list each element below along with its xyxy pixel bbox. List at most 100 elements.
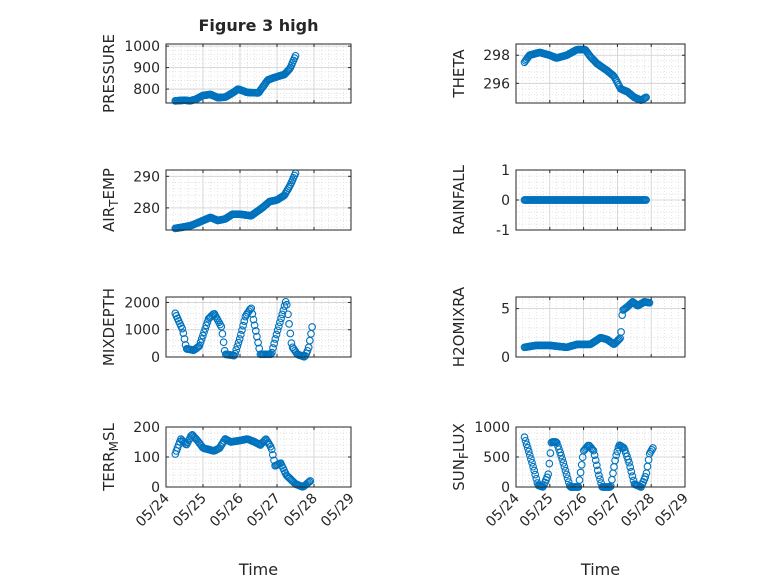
- data-point: [219, 338, 228, 347]
- data-point: [240, 317, 249, 325]
- y-axis-label: SUNFLUX: [450, 423, 471, 491]
- data-point: [642, 93, 650, 102]
- data-point: [259, 437, 268, 446]
- x-tick-label: 05/26: [207, 490, 247, 530]
- subplot-rainfall: -1 0 1 RAINFALL: [450, 163, 686, 239]
- data-point: [284, 184, 293, 193]
- data-point: [285, 65, 294, 74]
- data-point: [285, 320, 293, 328]
- data-point: [306, 477, 315, 485]
- x-tick-label: 05/29: [318, 491, 358, 531]
- y-tick-label: 1000: [124, 39, 160, 55]
- data-point: [274, 322, 283, 331]
- y-tick-label: 1000: [474, 420, 510, 436]
- y-tick-label: 800: [133, 82, 160, 98]
- data-point: [560, 462, 569, 471]
- x-tick-label: 05/24: [483, 490, 523, 530]
- axes-box: [165, 296, 352, 358]
- y-tick-label: 296: [483, 76, 510, 92]
- data-point: [521, 436, 530, 445]
- data-point: [592, 461, 601, 470]
- x-tick-label: 05/28: [281, 491, 321, 531]
- axes-box: [515, 296, 686, 358]
- data-point: [522, 440, 531, 449]
- data-point: [617, 328, 625, 336]
- x-tick-label: 05/27: [584, 491, 624, 531]
- data-point: [267, 445, 276, 454]
- data-point: [624, 455, 632, 464]
- data-point: [193, 343, 201, 352]
- x-tick-label: 05/24: [133, 490, 173, 530]
- data-point: [236, 330, 245, 339]
- data-point: [250, 321, 259, 330]
- y-tick-label: 1000: [124, 323, 160, 339]
- data-point: [269, 344, 277, 352]
- data-point: [591, 456, 600, 465]
- chart-title: Figure 3 high: [199, 16, 319, 35]
- x-tick-label: 05/26: [551, 490, 591, 530]
- data-point: [551, 438, 560, 446]
- data-point: [587, 444, 596, 453]
- y-tick-label: 900: [133, 61, 160, 77]
- x-tick-label: 05/29: [652, 491, 692, 531]
- data-point: [276, 318, 284, 327]
- data-point: [248, 310, 257, 318]
- subplot-mixdepth: 0 1000 2000 MIXDEPTH: [100, 288, 352, 366]
- data-point: [575, 476, 584, 484]
- data-point: [232, 346, 241, 354]
- data-point: [532, 474, 541, 483]
- data-point: [217, 322, 226, 331]
- y-tick-label: 280: [133, 201, 160, 217]
- data-point: [235, 335, 244, 343]
- data-point: [546, 449, 555, 457]
- y-tick-label: 0: [151, 480, 160, 496]
- data-point: [308, 323, 316, 331]
- data-point: [590, 451, 599, 459]
- data-point: [543, 473, 551, 482]
- subplot-air-temp: 280 290 AIRTEMP: [100, 168, 352, 233]
- y-tick-label: 200: [133, 420, 160, 436]
- data-point: [556, 448, 564, 457]
- data-point: [645, 298, 654, 307]
- data-point: [523, 444, 532, 452]
- data-point: [562, 470, 571, 479]
- data-point: [610, 73, 619, 81]
- data-point: [625, 458, 633, 467]
- data-point: [200, 328, 208, 337]
- data-point: [557, 451, 565, 460]
- y-axis-label: AIRTEMP: [100, 168, 121, 232]
- data-point: [589, 446, 598, 455]
- data-point: [531, 470, 540, 479]
- data-point: [277, 314, 285, 323]
- data-point: [270, 339, 279, 348]
- data-point: [593, 466, 602, 475]
- data-point: [279, 306, 288, 315]
- data-point: [641, 473, 650, 481]
- data-point: [612, 451, 621, 460]
- data-point: [305, 478, 314, 486]
- data-point: [233, 342, 242, 351]
- data-point: [196, 338, 205, 347]
- data-point: [194, 343, 203, 351]
- data-point: [647, 446, 656, 454]
- y-tick-label: 2000: [124, 295, 160, 311]
- x-tick-label: 05/27: [244, 491, 284, 531]
- y-tick-label: 0: [501, 350, 510, 366]
- data-point: [545, 459, 554, 468]
- data-point: [282, 300, 291, 309]
- data-point: [561, 466, 570, 475]
- x-tick-label: 05/28: [618, 491, 658, 531]
- data-point: [303, 346, 312, 355]
- y-tick-label: 1: [501, 163, 510, 179]
- data-point: [199, 331, 207, 340]
- axes-box: [165, 43, 352, 104]
- y-tick-label: 0: [501, 193, 510, 209]
- data-point: [577, 460, 586, 469]
- data-point: [268, 348, 276, 357]
- data-point: [197, 335, 206, 343]
- data-point: [524, 447, 533, 456]
- data-point: [218, 329, 227, 338]
